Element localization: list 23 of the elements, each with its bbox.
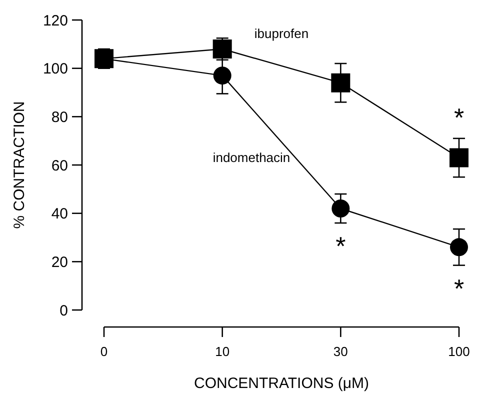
annotation: * [454, 102, 464, 133]
point [450, 238, 468, 256]
series-label: ibuprofen [254, 26, 309, 41]
y-tick-label: 120 [42, 12, 68, 30]
x-tick-label: 10 [215, 344, 230, 359]
x-axis-title: CONCENTRATIONS (μM) [194, 375, 370, 392]
point [331, 73, 350, 92]
y-tick-label: 100 [42, 60, 68, 78]
y-tick-label: 0 [60, 302, 68, 320]
x-tick-label: 100 [448, 344, 470, 359]
point [450, 148, 468, 168]
point [332, 200, 350, 218]
y-axis-title: % CONTRACTION [11, 101, 28, 229]
y-tick-label: 80 [51, 108, 68, 126]
y-tick-label: 40 [51, 206, 68, 223]
x-tick-label: 0 [100, 344, 108, 359]
annotation: * [336, 231, 346, 262]
y-tick-label: 20 [51, 254, 68, 271]
x-tick-label: 30 [333, 344, 348, 359]
point [213, 66, 232, 85]
series-label: indomethacin [212, 150, 290, 166]
y-tick-label: 60 [51, 157, 68, 174]
annotation: * [454, 273, 464, 304]
